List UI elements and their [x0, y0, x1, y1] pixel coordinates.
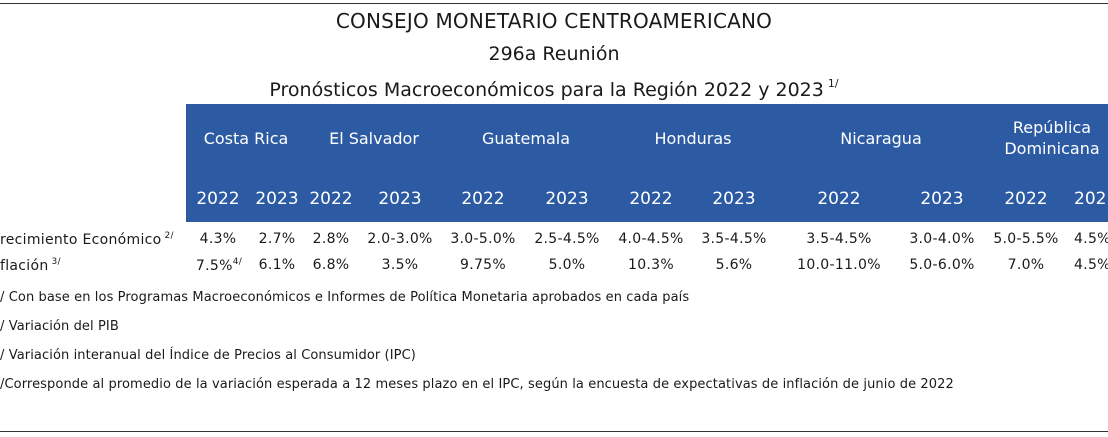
- year-header: 2022: [309, 189, 353, 209]
- cell-footnote-ref: 4/: [232, 257, 243, 267]
- year-header: 2023: [920, 189, 964, 209]
- table-cell: 6.8%: [312, 257, 350, 273]
- row-label-growth-text: recimiento Económico: [0, 232, 162, 248]
- row-label-growth: recimiento Económico 2/: [0, 231, 174, 248]
- forecast-footnote-ref: 1/: [827, 77, 839, 90]
- page-title: CONSEJO MONETARIO CENTROAMERICANO: [335, 9, 773, 33]
- year-header: 2023: [378, 189, 422, 209]
- year-header: 2023: [545, 189, 589, 209]
- table-cell: 4.5%: [1074, 231, 1108, 247]
- table-cell: 9.75%: [460, 257, 506, 273]
- country-header-dominicana: Dominicana: [1004, 139, 1100, 158]
- year-header: 2023: [255, 189, 299, 209]
- year-header: 2022: [461, 189, 505, 209]
- table-cell: 4.3%: [199, 231, 237, 247]
- table-cell: 5.6%: [715, 257, 753, 273]
- table-cell: 5.0%: [548, 257, 586, 273]
- table-cell: 7.5%4/: [186, 257, 252, 274]
- country-header-guatemala: Guatemala: [481, 129, 571, 148]
- footnote-1: / Con base en los Programas Macroeconómi…: [0, 290, 690, 305]
- forecast-subtitle: Pronósticos Macroeconómicos para la Regi…: [0, 77, 1108, 101]
- year-header: 2022: [629, 189, 673, 209]
- table-cell: 2.5-4.5%: [534, 231, 600, 247]
- table-header-band: [186, 104, 1108, 222]
- footnote-3: / Variación interanual del Índice de Pre…: [0, 348, 416, 363]
- table-cell: 5.0-6.0%: [909, 257, 975, 273]
- bottom-rule: [0, 431, 1108, 432]
- table-cell: 10.0-11.0%: [797, 257, 881, 273]
- country-header-costa-rica: Costa Rica: [203, 129, 289, 148]
- table-cell-value: 7.5%: [195, 258, 233, 274]
- table-cell: 4.0-4.5%: [618, 231, 684, 247]
- year-header: 2023: [712, 189, 756, 209]
- row-label-inflation-text: flación: [0, 258, 49, 274]
- table-cell: 3.5-4.5%: [701, 231, 767, 247]
- table-cell: 6.1%: [258, 257, 296, 273]
- country-header-republica: República: [1012, 118, 1092, 137]
- forecast-subtitle-text: Pronósticos Macroeconómicos para la Regi…: [269, 79, 824, 101]
- row-label-inflation: flación 3/: [0, 257, 61, 274]
- table-cell: 3.0-4.0%: [909, 231, 975, 247]
- growth-footnote-ref: 2/: [164, 231, 174, 241]
- year-header: 202: [1074, 189, 1107, 209]
- meeting-subtitle: 296a Reunión: [488, 43, 620, 65]
- table-cell: 3.5-4.5%: [806, 231, 872, 247]
- table-cell: 2.7%: [258, 231, 296, 247]
- table-cell: 3.5%: [381, 257, 419, 273]
- table-cell: 10.3%: [628, 257, 674, 273]
- country-header-el-salvador: El Salvador: [329, 129, 419, 148]
- year-header: 2022: [817, 189, 861, 209]
- footnote-2: / Variación del PIB: [0, 319, 119, 334]
- table-cell: 4.5%: [1074, 257, 1108, 273]
- country-header-honduras: Honduras: [654, 129, 732, 148]
- table-cell: 5.0-5.5%: [993, 231, 1059, 247]
- table-cell: 2.0-3.0%: [367, 231, 433, 247]
- year-header: 2022: [1004, 189, 1048, 209]
- inflation-footnote-ref: 3/: [51, 257, 61, 267]
- table-cell: 2.8%: [312, 231, 350, 247]
- top-rule: [0, 3, 1108, 4]
- country-header-nicaragua: Nicaragua: [840, 129, 922, 148]
- footnote-4: /Corresponde al promedio de la variación…: [0, 377, 954, 392]
- year-header: 2022: [196, 189, 240, 209]
- table-cell: 3.0-5.0%: [450, 231, 516, 247]
- table-cell: 7.0%: [1007, 257, 1045, 273]
